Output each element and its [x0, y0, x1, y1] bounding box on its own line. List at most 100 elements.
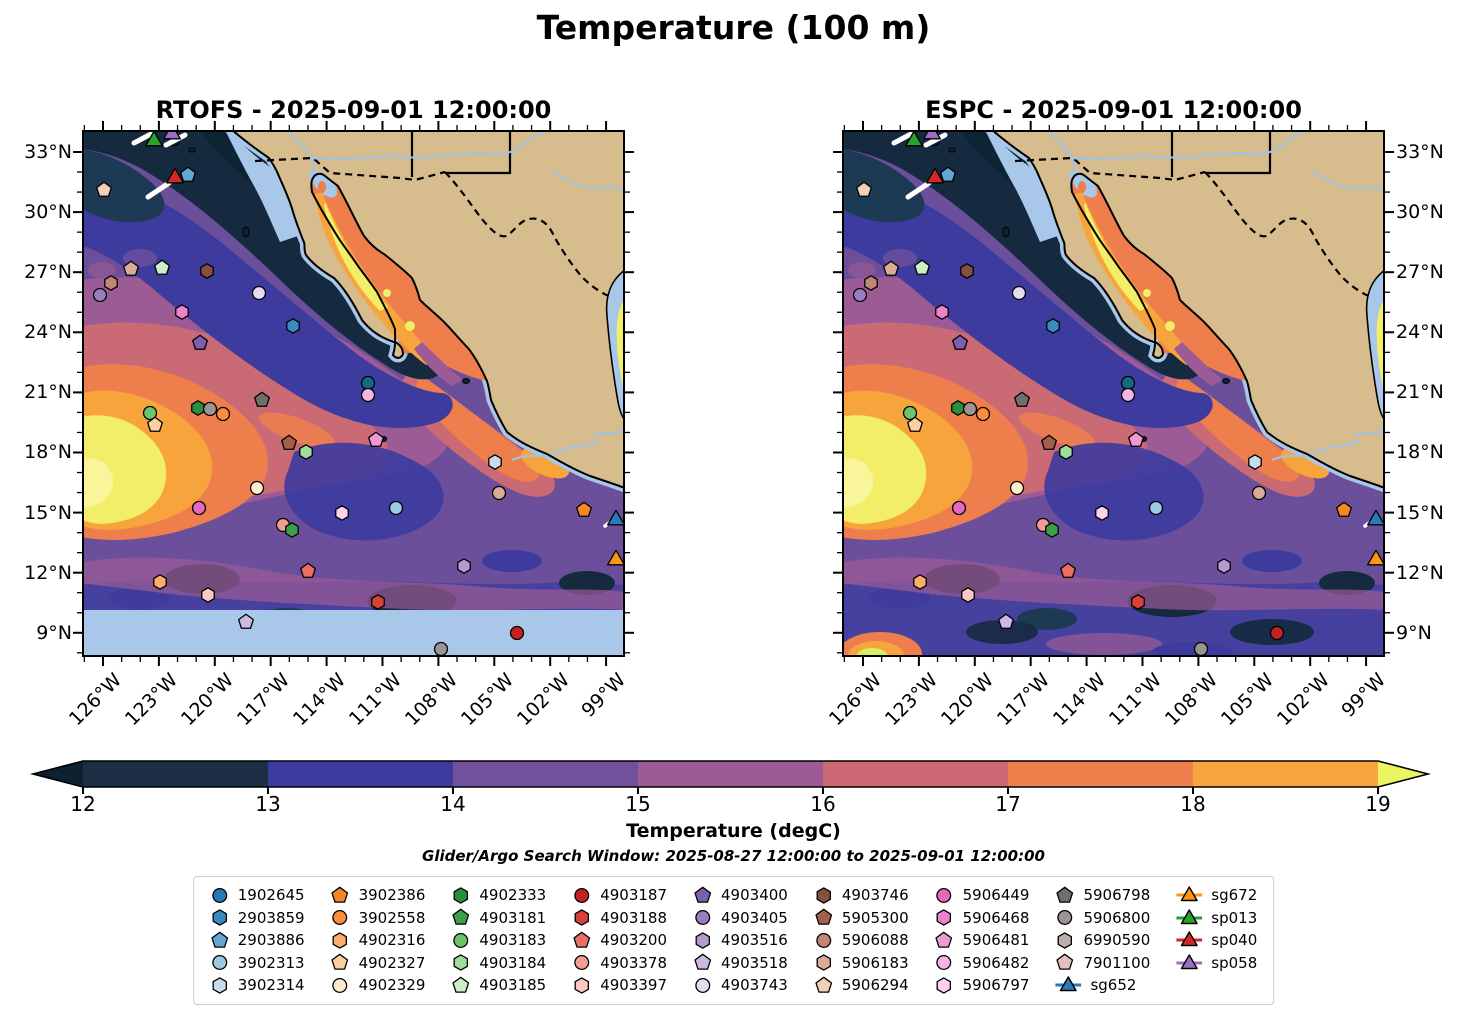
float-marker	[933, 303, 951, 321]
lat-tick-label: 15°N	[24, 501, 72, 524]
float-marker	[153, 259, 171, 277]
legend-entry-4903187: 4903187	[572, 884, 667, 906]
legend-entry-4903746: 4903746	[814, 884, 909, 906]
lat-tick-label: 18°N	[1396, 441, 1444, 464]
lat-tick-label: 12°N	[1396, 561, 1444, 584]
float-marker	[1040, 434, 1058, 452]
float-marker	[283, 521, 301, 539]
colorbar-tick-label: 18	[1180, 792, 1206, 816]
legend-entry-label: 4903184	[479, 953, 547, 972]
lon-tick-label: 99°W	[1336, 669, 1390, 722]
legend-entry-label: 2903859	[237, 908, 305, 927]
float-marker	[1044, 317, 1062, 335]
panel-title-rtofs: RTOFS - 2025-09-01 12:00:00	[155, 96, 552, 124]
legend-entry-label: 4903397	[600, 976, 668, 995]
glider-marker-icon	[1176, 931, 1203, 947]
lon-tick-label: 111°W	[344, 669, 407, 731]
circle-marker-icon	[695, 910, 711, 926]
float-marker	[91, 286, 109, 304]
float-marker	[906, 416, 924, 434]
hexagon-marker-icon	[453, 954, 469, 971]
float-marker	[432, 640, 450, 657]
float-marker	[939, 166, 957, 184]
lat-tick-label: 27°N	[1396, 261, 1444, 284]
float-marker	[855, 181, 873, 199]
colorbar-tick-label: 12	[70, 792, 96, 816]
legend-entry-sg652: sg652	[1055, 974, 1150, 996]
lat-tick-label: 24°N	[24, 321, 72, 344]
legend-entry-label: 4903185	[479, 976, 547, 995]
lon-tick-label: 126°W	[825, 669, 887, 731]
float-marker	[851, 286, 869, 304]
float-marker	[1129, 593, 1147, 611]
legend-entry-label: 4902329	[358, 976, 426, 995]
float-marker	[190, 499, 208, 517]
legend-entry-4902333: 4902333	[451, 884, 546, 906]
float-marker	[490, 484, 508, 502]
legend-entry-label: 6990590	[1083, 931, 1151, 950]
float-marker	[1250, 484, 1268, 502]
circle-marker-icon	[695, 977, 711, 993]
float-marker	[508, 624, 526, 642]
pentagon-marker-icon	[573, 931, 591, 948]
legend-entry-label: 5906088	[841, 931, 909, 950]
legend-entry-sp013: sp013	[1176, 907, 1257, 929]
float-marker	[997, 613, 1015, 631]
legend-entry-label: 4903516	[721, 931, 788, 950]
legend-entry-3902314: 3902314	[210, 974, 305, 996]
lat-tick-label: 9°N	[1396, 621, 1432, 644]
legend-entry-sp040: sp040	[1176, 929, 1257, 951]
float-marker	[1013, 391, 1031, 409]
pentagon-marker-icon	[694, 886, 711, 903]
colorbar-tick-label: 19	[1365, 792, 1391, 816]
lon-tick-label: 126°W	[65, 669, 127, 731]
legend-entry-label: 4903200	[600, 931, 668, 950]
legend-entry-sp058: sp058	[1176, 952, 1257, 974]
legend-entry-label: 4903743	[721, 976, 788, 995]
legend-entry-label: 5906798	[1083, 886, 1151, 905]
colorbar-tick-label: 15	[625, 792, 651, 816]
circle-marker-icon	[211, 955, 227, 971]
hexagon-marker-icon	[332, 932, 348, 949]
lat-tick-label: 27°N	[24, 261, 72, 284]
sg652-glider-marker	[1366, 509, 1385, 530]
search-window-subtitle: Glider/Argo Search Window: 2025-08-27 12…	[422, 847, 1045, 865]
lat-tick-label: 21°N	[1396, 381, 1444, 404]
legend-entry-label: 4903518	[721, 953, 788, 972]
legend-entry-4903743: 4903743	[693, 974, 788, 996]
legend-entry-label: sp058	[1211, 953, 1258, 972]
lat-tick-label: 15°N	[1396, 501, 1444, 524]
circle-marker-icon	[815, 932, 831, 948]
legend-entry-4903400: 4903400	[693, 884, 788, 906]
float-marker	[367, 431, 385, 449]
legend-entry-5906468: 5906468	[935, 907, 1029, 929]
float-marker	[250, 284, 268, 302]
legend-entry-label: sg672	[1211, 886, 1258, 905]
float-marker	[951, 334, 969, 352]
legend-entry-label: 5906797	[962, 976, 1030, 995]
legend-entry-4903200: 4903200	[572, 929, 667, 951]
float-marker	[199, 586, 217, 604]
float-marker	[179, 166, 197, 184]
legend-entry-4902327: 4902327	[331, 952, 425, 974]
rtofs-no-data-band	[82, 610, 625, 657]
float-marker	[455, 557, 473, 575]
lon-tick-label: 105°W	[456, 669, 518, 731]
lon-tick-label: 114°W	[288, 669, 351, 731]
float-marker	[1010, 284, 1028, 302]
lat-tick-label: 30°N	[1396, 201, 1444, 224]
float-marker	[369, 593, 387, 611]
pentagon-marker-icon	[814, 908, 832, 926]
legend-entry-label: 4903187	[600, 886, 668, 905]
float-marker	[1335, 501, 1353, 519]
legend-entry-label: 4903183	[479, 931, 547, 950]
circle-marker-icon	[936, 887, 952, 903]
float-marker	[214, 405, 232, 423]
float-marker	[1093, 504, 1111, 522]
colorbar-tick-label: 16	[810, 792, 836, 816]
legend-entry-label: 4903746	[841, 886, 909, 905]
lon-tick-label: 120°W	[937, 669, 999, 731]
legend-entry-4902316: 4902316	[331, 929, 425, 951]
sg672-glider-marker	[606, 549, 625, 571]
